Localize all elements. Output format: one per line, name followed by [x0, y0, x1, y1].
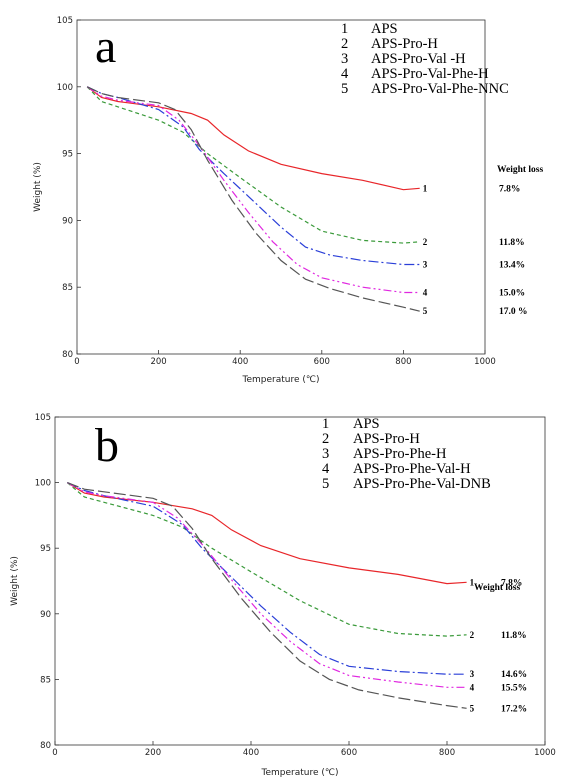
x-tick-label: 200 [150, 357, 166, 367]
series-end-number: 3 [470, 669, 475, 679]
y-tick-label: 85 [62, 283, 73, 293]
weight-loss-value: 13.4% [499, 260, 525, 270]
series-end-number: 4 [423, 288, 428, 298]
x-tick-label: 200 [145, 748, 161, 758]
legend-entry: APS-Pro-Val-Phe-H [371, 66, 489, 82]
legend-number: 1 [341, 21, 348, 37]
series-end-number: 5 [423, 306, 428, 316]
legend-entry: APS-Pro-H [353, 431, 420, 447]
weight-loss-title: Weight loss [497, 165, 543, 175]
x-tick-label: 1000 [474, 357, 496, 367]
legend-entry: APS-Pro-Phe-Val-H [353, 461, 471, 477]
weight-loss-value: 7.8% [501, 578, 522, 588]
series-end-number: 1 [470, 577, 475, 587]
legend-number: 4 [322, 461, 330, 477]
series-line [67, 482, 467, 675]
weight-loss-value: 11.8% [501, 631, 527, 641]
weight-loss-title: Weight loss [474, 583, 520, 593]
weight-loss-value: 11.8% [499, 238, 525, 248]
y-tick-label: 95 [40, 544, 51, 554]
x-tick-label: 0 [74, 357, 79, 367]
legend-number: 3 [322, 446, 329, 462]
series-line [86, 86, 420, 312]
y-axis-label: Weight (%) [10, 556, 20, 606]
legend-number: 3 [341, 51, 348, 67]
y-tick-label: 95 [62, 150, 73, 160]
series-end-number: 2 [470, 630, 475, 640]
series-line [67, 482, 467, 709]
legend-number: 5 [341, 81, 348, 97]
panel-letter: a [95, 20, 116, 73]
y-tick-label: 80 [62, 350, 73, 360]
legend-entry: APS [353, 416, 380, 432]
series-end-number: 4 [470, 682, 475, 692]
legend-entry: APS [371, 21, 398, 37]
chart-panel-a: 0 200 400 600 800 1000 80 85 90 95 100 105 Temperatu… [33, 16, 543, 385]
legend-number: 2 [322, 431, 329, 447]
weight-loss-value: 15.5% [501, 683, 527, 693]
y-tick-label: 105 [35, 413, 51, 423]
series-line [86, 86, 420, 266]
weight-loss-value: 17.2% [501, 704, 527, 714]
weight-loss-value: 17.0 % [499, 307, 528, 317]
chart-panel-b: 0 200 400 600 800 1000 80 85 90 95 100 105 Temperatu… [10, 413, 556, 778]
series-line [66, 482, 467, 585]
x-tick-label: 600 [341, 748, 357, 758]
x-tick-label: 600 [314, 357, 330, 367]
plot-frame [54, 416, 546, 746]
x-tick-label: 1000 [534, 748, 556, 758]
y-tick-label: 85 [40, 675, 51, 685]
legend-entry: APS-Pro-Val-Phe-NNC [371, 81, 509, 97]
legend-number: 1 [322, 416, 329, 432]
series-line [86, 86, 420, 191]
y-tick-label: 90 [40, 610, 51, 620]
x-tick-label: 400 [243, 748, 259, 758]
x-tick-label: 800 [395, 357, 411, 367]
legend-entry: APS-Pro-Val -H [371, 51, 466, 67]
legend-number: 5 [322, 476, 329, 492]
series-end-number: 3 [423, 259, 428, 269]
series-end-number: 1 [423, 183, 428, 193]
weight-loss-value: 15.0% [499, 289, 525, 299]
series-line [67, 482, 467, 688]
series-end-number: 2 [423, 237, 428, 247]
legend-entry: APS-Pro-Phe-Val-DNB [353, 476, 491, 492]
y-tick-label: 80 [40, 741, 51, 751]
x-tick-label: 0 [52, 748, 57, 758]
panel-letter: b [95, 419, 119, 472]
legend-entry: APS-Pro-Phe-H [353, 446, 447, 462]
y-tick-label: 105 [57, 16, 73, 26]
series-line [86, 86, 420, 244]
x-axis-label: Temperature (℃) [260, 768, 338, 778]
series-line [86, 86, 420, 294]
weight-loss-value: 14.6% [501, 670, 527, 680]
y-tick-label: 100 [35, 479, 51, 489]
weight-loss-value: 7.8% [499, 184, 520, 194]
legend-number: 2 [341, 36, 348, 52]
legend-number: 4 [341, 66, 349, 82]
y-tick-label: 90 [62, 216, 73, 226]
series-end-number: 5 [470, 703, 475, 713]
x-tick-label: 800 [439, 748, 455, 758]
x-axis-label: Temperature (℃) [241, 375, 319, 385]
plot-frame [76, 19, 486, 355]
y-tick-label: 100 [57, 83, 73, 93]
series-line [66, 482, 467, 637]
x-tick-label: 400 [232, 357, 248, 367]
legend-entry: APS-Pro-H [371, 36, 438, 52]
y-axis-label: Weight (%) [33, 162, 43, 212]
